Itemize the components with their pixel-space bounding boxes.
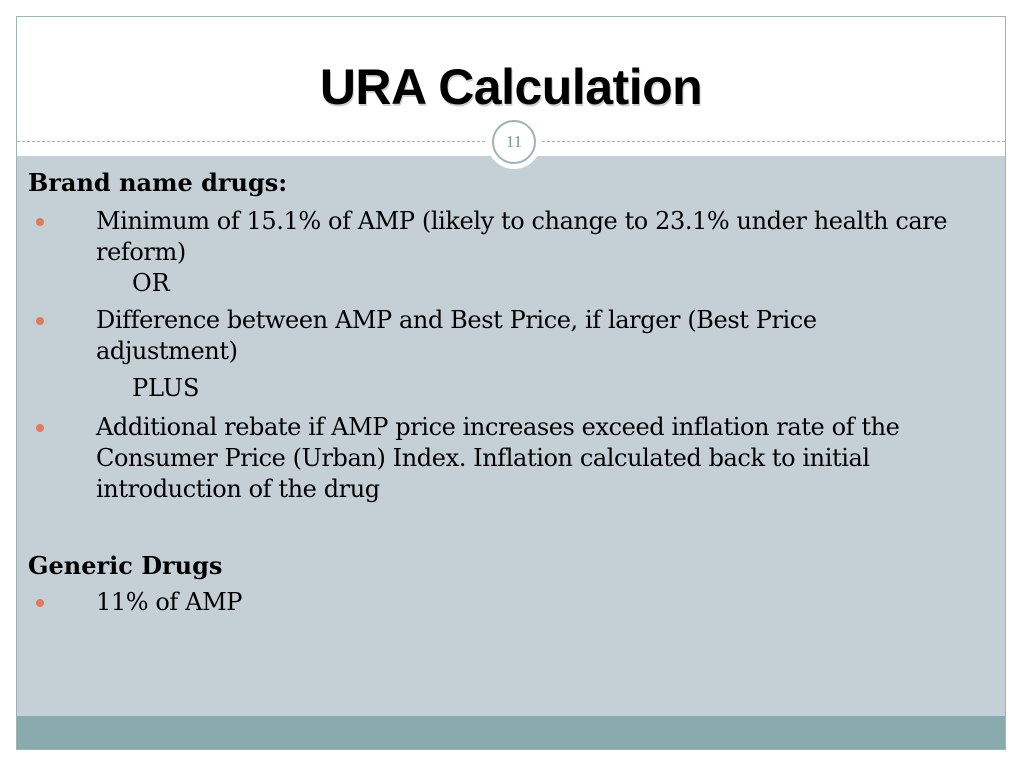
bullet-icon [36, 424, 44, 432]
list-item-text: 11% of AMP [96, 588, 242, 616]
list-item: Additional rebate if AMP price increases… [28, 412, 948, 505]
list-item-text: Additional rebate if AMP price increases… [96, 413, 900, 503]
connector-or: OR [132, 269, 170, 297]
list-item-text: Minimum of 15.1% of AMP (likely to chang… [96, 207, 948, 266]
slide-content: Brand name drugs: Minimum of 15.1% of AM… [28, 168, 948, 624]
page-number: 11 [492, 120, 536, 164]
footer-band [17, 716, 1005, 749]
bullet-icon [36, 599, 44, 607]
list-item: Difference between AMP and Best Price, i… [28, 305, 948, 367]
list-item-text: Difference between AMP and Best Price, i… [96, 306, 817, 365]
page-number-badge: 11 [487, 115, 541, 169]
list-item: 11% of AMP [28, 587, 948, 618]
section-heading-generic: Generic Drugs [28, 551, 223, 580]
content-background [17, 156, 1005, 716]
section-heading-brand: Brand name drugs: [28, 168, 288, 197]
slide: URA Calculation 11 [16, 16, 1006, 750]
bullet-icon [36, 218, 44, 226]
list-item: Minimum of 15.1% of AMP (likely to chang… [28, 206, 948, 268]
connector-plus: PLUS [132, 374, 200, 402]
bullet-icon [36, 317, 44, 325]
slide-title: URA Calculation [319, 59, 703, 115]
